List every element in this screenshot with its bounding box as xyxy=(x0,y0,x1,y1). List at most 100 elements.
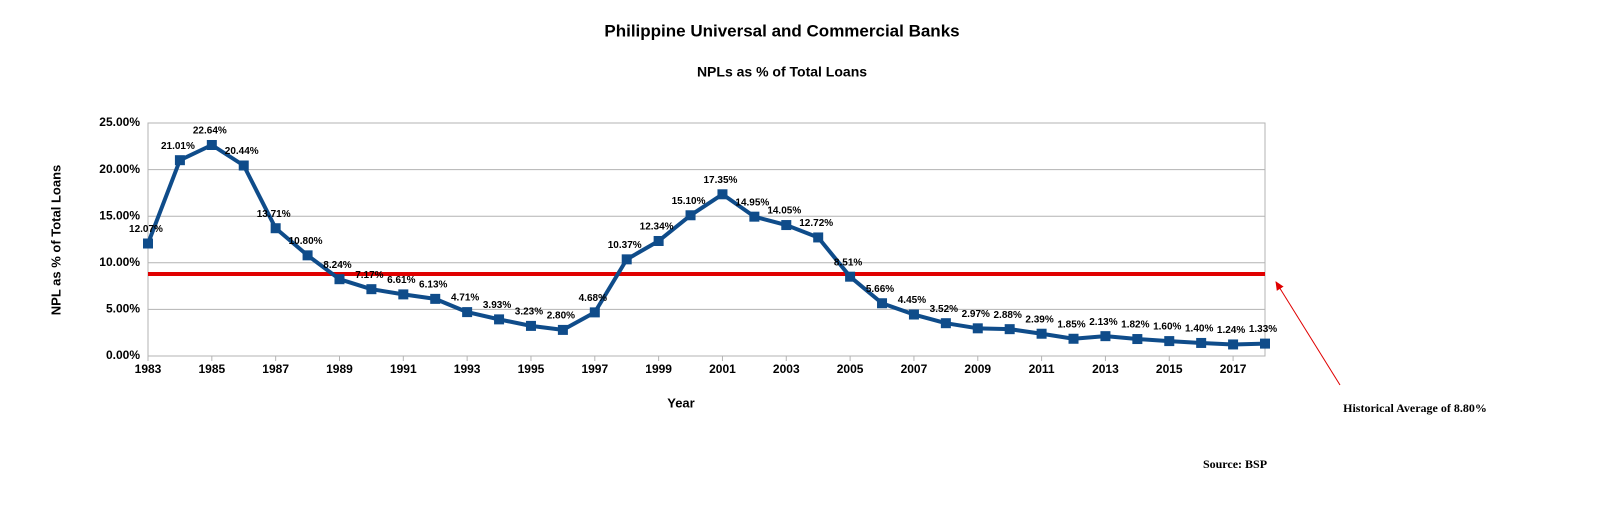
data-point xyxy=(621,254,632,265)
x-tick-label: 1989 xyxy=(326,362,353,376)
data-point xyxy=(525,320,536,331)
x-tick-label: 1993 xyxy=(454,362,481,376)
data-label: 2.80% xyxy=(547,311,575,322)
source: Source: BSP xyxy=(1203,457,1267,471)
data-point xyxy=(334,274,345,285)
data-label: 8.24% xyxy=(323,260,351,271)
data-label: 10.80% xyxy=(289,236,323,247)
data-label: 20.44% xyxy=(225,146,259,157)
x-tick-label: 2011 xyxy=(1029,362,1055,376)
data-point xyxy=(174,155,185,166)
average-annotation: Historical Average of 8.80% xyxy=(1343,401,1487,415)
data-point xyxy=(685,210,696,221)
data-point xyxy=(749,211,760,222)
data-point xyxy=(494,314,505,325)
data-label: 7.17% xyxy=(355,270,383,281)
x-tick-label: 2003 xyxy=(773,362,800,376)
data-label: 22.64% xyxy=(193,126,227,137)
data-point xyxy=(1068,333,1079,344)
data-label: 3.52% xyxy=(930,304,958,315)
x-tick-label: 1997 xyxy=(581,362,608,376)
data-point xyxy=(1228,339,1239,350)
data-point xyxy=(1036,328,1047,339)
data-label: 2.13% xyxy=(1089,317,1117,328)
data-label: 1.40% xyxy=(1185,324,1213,335)
data-label: 10.37% xyxy=(608,240,642,251)
data-point xyxy=(1164,336,1175,347)
data-point xyxy=(717,189,728,200)
data-point xyxy=(972,323,983,334)
data-label: 3.23% xyxy=(515,307,543,318)
data-point xyxy=(238,160,249,171)
x-tick-label: 2005 xyxy=(837,362,864,376)
data-point xyxy=(1196,337,1207,348)
data-label: 2.39% xyxy=(1025,314,1053,325)
data-label: 14.95% xyxy=(735,197,769,208)
x-tick-label: 2009 xyxy=(964,362,991,376)
y-tick-label: 15.00% xyxy=(99,208,140,222)
data-point xyxy=(589,307,600,318)
y-axis-label: NPL as % of Total Loans xyxy=(48,165,63,315)
data-line xyxy=(146,142,1266,347)
data-point xyxy=(1132,334,1143,345)
data-point xyxy=(270,223,281,234)
data-label: 1.24% xyxy=(1217,325,1245,336)
data-label: 2.88% xyxy=(994,310,1022,321)
x-tick-label: 2007 xyxy=(901,362,928,376)
x-tick-label: 1995 xyxy=(518,362,545,376)
data-point xyxy=(845,271,856,282)
data-label: 12.07% xyxy=(129,224,163,235)
data-point xyxy=(430,293,441,304)
x-tick-label: 1987 xyxy=(262,362,289,376)
y-tick-label: 25.00% xyxy=(99,115,140,129)
data-label: 3.93% xyxy=(483,300,511,311)
data-point xyxy=(813,232,824,243)
x-tick-label: 2017 xyxy=(1220,362,1247,376)
data-point xyxy=(940,318,951,329)
data-label: 17.35% xyxy=(703,175,737,186)
data-label: 12.72% xyxy=(799,218,833,229)
x-tick-label: 2015 xyxy=(1156,362,1183,376)
x-tick-label: 2013 xyxy=(1092,362,1119,376)
data-label: 4.45% xyxy=(898,295,926,306)
data-point xyxy=(877,298,888,309)
data-point xyxy=(143,238,153,249)
data-label: 8.51% xyxy=(834,257,862,268)
annotation-arrow xyxy=(1275,281,1341,386)
data-label: 1.85% xyxy=(1057,319,1085,330)
chart-subtitle: NPLs as % of Total Loans xyxy=(697,64,867,80)
x-axis-label: Year xyxy=(667,395,694,410)
data-point xyxy=(398,289,409,300)
data-point xyxy=(302,250,313,261)
data-point xyxy=(1100,331,1111,342)
data-label: 1.82% xyxy=(1121,320,1149,331)
chart-title: Philippine Universal and Commercial Bank… xyxy=(604,21,959,40)
data-point xyxy=(653,235,664,246)
data-point xyxy=(557,324,568,335)
data-point xyxy=(908,309,919,320)
data-label: 14.05% xyxy=(767,206,801,217)
data-label: 12.34% xyxy=(640,222,674,233)
y-tick-label: 5.00% xyxy=(106,302,140,316)
data-label: 21.01% xyxy=(161,141,195,152)
data-point xyxy=(462,307,473,318)
data-label: 6.13% xyxy=(419,280,447,291)
data-point xyxy=(366,284,377,295)
y-tick-label: 10.00% xyxy=(99,255,140,269)
x-tick-label: 1991 xyxy=(390,362,417,376)
x-tick-label: 1999 xyxy=(645,362,672,376)
x-tick-label: 1985 xyxy=(198,362,225,376)
data-point xyxy=(206,139,217,150)
data-point xyxy=(1004,324,1015,335)
y-tick-label: 0.00% xyxy=(106,348,140,362)
data-label: 15.10% xyxy=(672,196,706,207)
data-label: 13.71% xyxy=(257,209,291,220)
x-tick-label: 2001 xyxy=(709,362,736,376)
y-tick-label: 20.00% xyxy=(99,162,140,176)
data-point xyxy=(781,220,792,231)
data-label: 1.60% xyxy=(1153,322,1181,333)
data-label: 4.71% xyxy=(451,293,479,304)
data-label: 4.68% xyxy=(579,293,607,304)
